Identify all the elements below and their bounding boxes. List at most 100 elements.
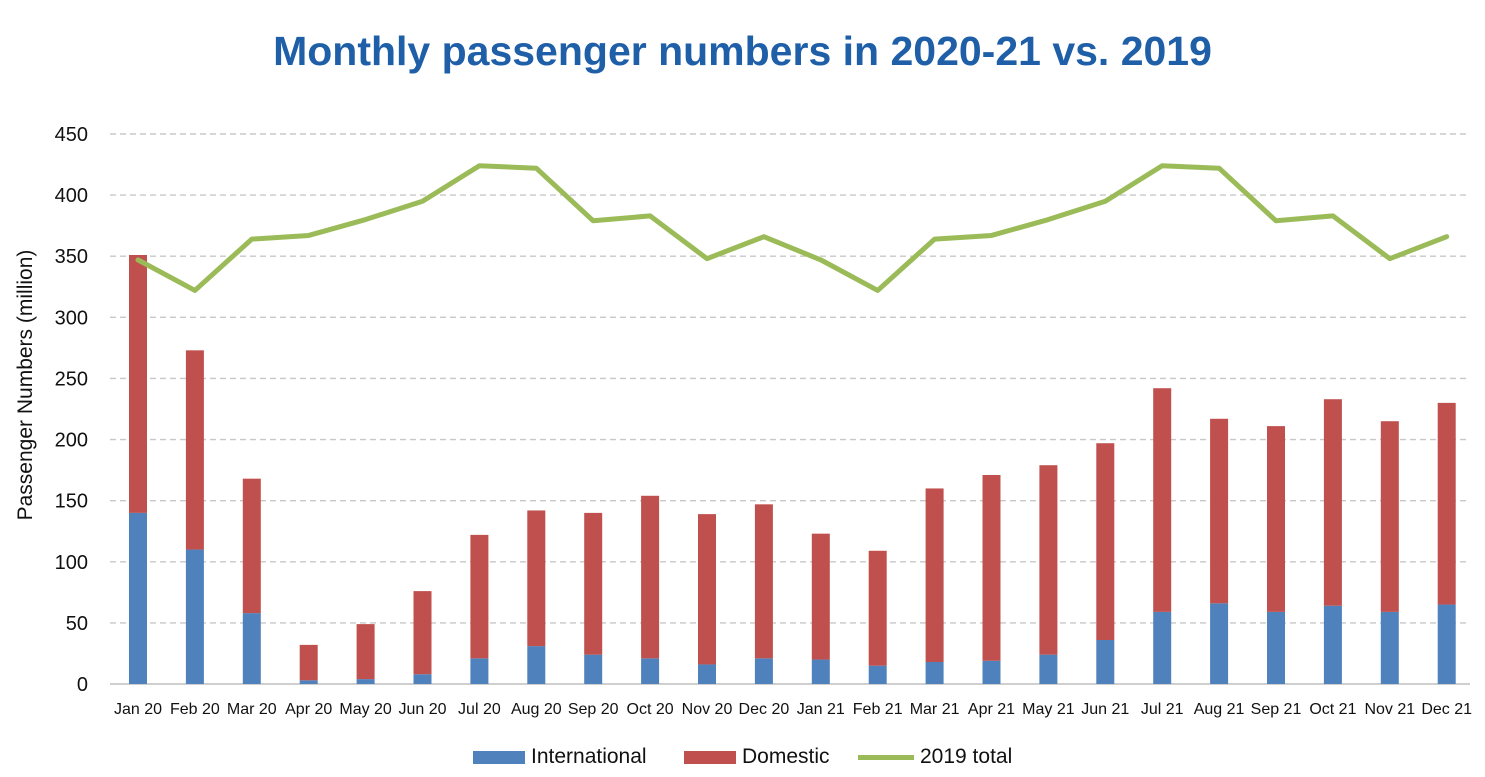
bar-international [754, 658, 773, 684]
bar-international [1323, 605, 1342, 684]
bar-international [1267, 611, 1285, 684]
legend: International Domestic 2019 total [0, 743, 1485, 771]
legend-swatch [473, 750, 525, 764]
y-tick-labels: 0 50 100 150 200 250 300 350 400 450 [55, 124, 88, 696]
bar-domestic [1153, 388, 1172, 612]
bar-domestic [641, 495, 660, 659]
x-tick-label: Apr 20 [285, 701, 332, 718]
x-tick-label: Dec 21 [1421, 701, 1472, 718]
x-tick-label: Mar 21 [910, 701, 960, 718]
bar-domestic [1096, 443, 1115, 640]
bar-international [1210, 603, 1229, 684]
y-tick-label: 400 [55, 185, 88, 207]
legend-swatch [684, 750, 736, 764]
legend-label: International [531, 745, 647, 768]
y-tick-label: 300 [55, 307, 88, 329]
legend-swatch [858, 754, 914, 760]
x-tick-label: Apr 21 [968, 701, 1015, 718]
bar-domestic [1380, 421, 1399, 612]
x-tick-label: Jan 21 [797, 701, 845, 718]
line-series [135, 163, 1450, 293]
x-tick-label: Oct 21 [1309, 701, 1356, 718]
bar-domestic [584, 512, 603, 655]
bar-domestic [470, 534, 489, 659]
bar-international [527, 646, 546, 684]
bar-domestic [868, 550, 887, 666]
chart-title: Monthly passenger numbers in 2020-21 vs.… [273, 28, 1212, 74]
bar-domestic [698, 514, 716, 665]
gridlines [110, 133, 1470, 685]
y-tick-label: 50 [66, 613, 88, 635]
bar-international [1153, 611, 1172, 684]
bar-international [356, 679, 375, 684]
x-tick-label: Nov 20 [682, 701, 733, 718]
y-tick-label: 150 [55, 491, 88, 513]
bar-international [1437, 604, 1456, 684]
x-tick-label: Sep 20 [568, 701, 619, 718]
y-axis-label: Passenger Numbers (million) [14, 250, 37, 521]
bar-domestic [413, 591, 432, 675]
x-tick-label: Dec 20 [739, 701, 790, 718]
legend-label: Domestic [742, 745, 830, 768]
bar-domestic [811, 533, 830, 660]
legend-item-domestic: Domestic [684, 743, 830, 771]
bar-domestic [299, 644, 318, 681]
x-tick-label: Jun 21 [1081, 701, 1129, 718]
bar-international [1039, 654, 1058, 684]
legend-item-international: International [473, 743, 647, 771]
x-tick-label: May 20 [339, 701, 392, 718]
x-tick-label: Oct 20 [627, 701, 674, 718]
bar-domestic [1323, 399, 1342, 606]
bar-international [470, 658, 489, 684]
y-tick-label: 250 [55, 368, 88, 390]
bar-international [868, 665, 887, 684]
x-tick-label: Jan 20 [114, 701, 162, 718]
bar-domestic [1210, 418, 1229, 604]
bar-domestic [356, 624, 375, 680]
bar-international [242, 613, 261, 684]
x-tick-label: Aug 21 [1194, 701, 1245, 718]
y-tick-label: 0 [77, 674, 88, 696]
y-tick-label: 200 [55, 430, 88, 452]
bar-domestic [925, 488, 944, 662]
x-tick-label: Nov 21 [1364, 701, 1415, 718]
x-tick-labels: Jan 20 Feb 20 Mar 20 Apr 20 May 20 Jun 20 Jul … [114, 701, 1472, 718]
bar-domestic [1437, 402, 1456, 605]
bar-domestic [982, 475, 1001, 661]
bar-international [698, 664, 716, 684]
bar-international [982, 660, 1001, 684]
bar-domestic [185, 350, 204, 550]
x-tick-label: Sep 21 [1251, 701, 1302, 718]
bar-domestic [242, 478, 261, 614]
y-tick-label: 350 [55, 246, 88, 268]
x-tick-label: Jun 20 [398, 701, 446, 718]
x-tick-label: Jul 21 [1141, 701, 1184, 718]
line-2019-total [135, 163, 1450, 293]
legend-label: 2019 total [920, 745, 1013, 768]
bar-international [1380, 611, 1399, 684]
x-tick-label: Aug 20 [511, 701, 562, 718]
x-tick-label: May 21 [1022, 701, 1075, 718]
x-tick-label: Jul 20 [458, 701, 501, 718]
bar-international [1096, 640, 1115, 684]
bar-domestic [754, 504, 773, 659]
x-tick-label: Mar 20 [227, 701, 277, 718]
bar-international [413, 674, 432, 684]
bar-international [811, 659, 830, 684]
bar-international [584, 654, 603, 684]
bar-international [641, 658, 660, 684]
bar-domestic [1039, 465, 1058, 655]
x-tick-label: Feb 21 [853, 701, 903, 718]
y-tick-label: 100 [55, 552, 88, 574]
y-tick-label: 450 [55, 124, 88, 146]
bar-domestic [1267, 426, 1285, 612]
bar-international [129, 512, 147, 684]
x-tick-label: Feb 20 [170, 701, 220, 718]
bar-international [299, 680, 318, 684]
legend-item-2019-total: 2019 total [858, 743, 1012, 771]
bar-domestic [129, 255, 147, 513]
bar-international [925, 662, 944, 684]
bar-international [185, 549, 204, 684]
bar-domestic [527, 510, 546, 647]
